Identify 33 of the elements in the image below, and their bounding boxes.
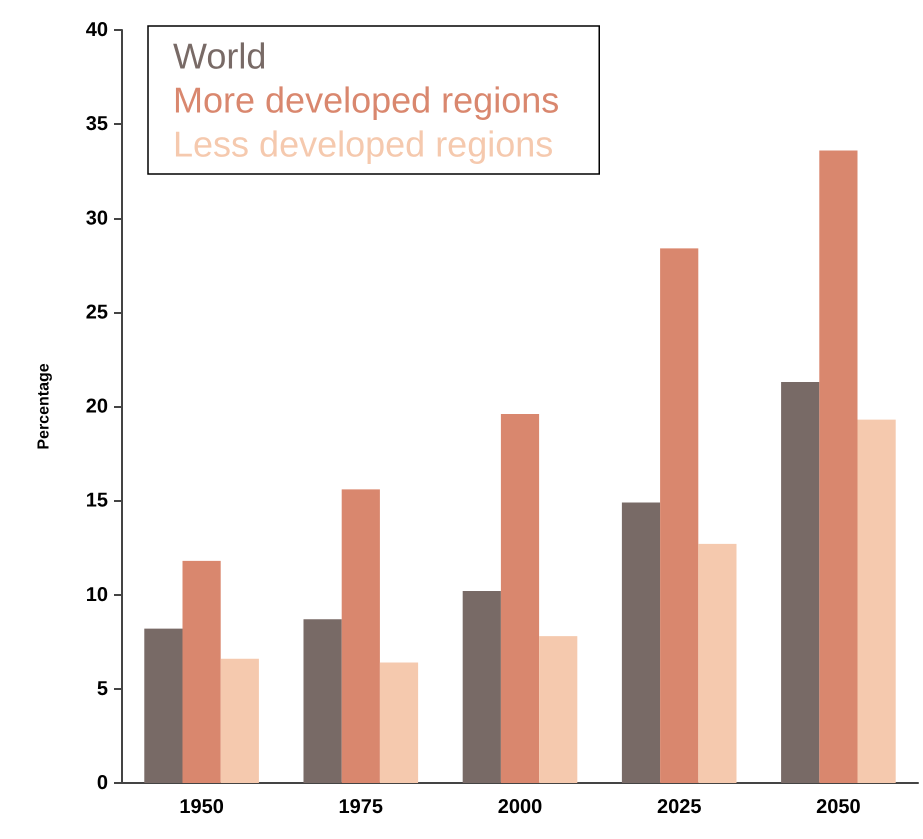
x-tick-label: 1950	[179, 796, 224, 818]
y-tick-label: 0	[96, 772, 108, 794]
y-tick-label: 5	[96, 678, 108, 700]
bar	[660, 248, 698, 783]
x-tick-label: 2025	[656, 796, 702, 818]
y-tick-label: 25	[86, 301, 108, 324]
x-tick-label: 2050	[816, 796, 861, 818]
x-tick-label: 1975	[338, 796, 384, 818]
bar	[858, 420, 896, 783]
bar	[500, 414, 540, 783]
y-tick-label: 10	[86, 584, 108, 606]
bar	[819, 150, 858, 783]
bar	[144, 628, 182, 783]
y-tick-label: 30	[86, 207, 108, 230]
bar	[622, 502, 660, 783]
bar	[781, 382, 820, 783]
text: More developed regions	[173, 80, 560, 120]
text: World	[173, 36, 266, 76]
y-tick-label: 15	[86, 490, 108, 512]
bar	[220, 658, 259, 783]
y-tick-label: 35	[86, 113, 108, 136]
bar	[303, 619, 342, 783]
bar	[698, 544, 737, 783]
bar	[380, 662, 418, 783]
y-axis-title: Percentage	[36, 363, 52, 450]
bar	[462, 590, 501, 783]
bar	[539, 636, 578, 783]
y-tick-label: 20	[86, 396, 108, 418]
y-tick-label: 40	[86, 19, 108, 41]
text: Less developed regions	[173, 124, 554, 164]
bar	[342, 489, 380, 783]
bar	[182, 560, 221, 783]
x-tick-label: 2000	[498, 796, 542, 818]
